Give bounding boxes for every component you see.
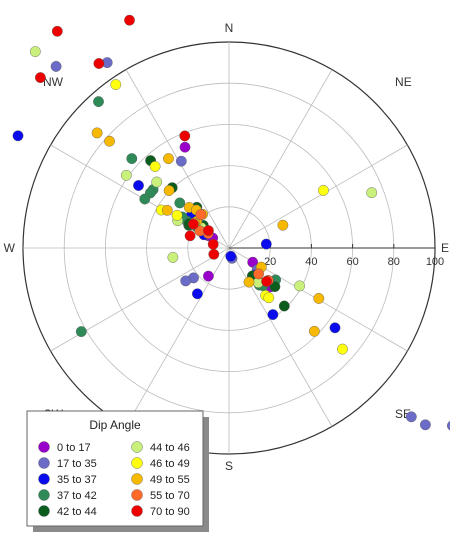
data-point <box>151 176 163 188</box>
direction-label-e: E <box>441 241 449 255</box>
data-point <box>202 270 214 282</box>
legend-box <box>26 410 204 527</box>
data-point <box>51 25 63 37</box>
data-point <box>184 230 196 242</box>
data-point <box>329 322 341 334</box>
legend-swatch <box>38 473 50 485</box>
grid-spoke <box>228 144 408 249</box>
axis-labels: 20406080100NNEESESSWWNW <box>4 21 449 473</box>
data-point <box>124 14 135 26</box>
legend-entry-label: 70 to 90 <box>150 506 190 518</box>
data-point <box>35 72 46 84</box>
legend-entry-label: 42 to 44 <box>57 506 97 518</box>
legend: Dip Angle 0 to 17 17 to 35 35 to 37 37 to 4… <box>26 410 209 532</box>
radial-tick-label: 40 <box>305 256 317 268</box>
data-point <box>179 141 191 153</box>
data-point <box>174 197 186 209</box>
data-point <box>253 268 265 280</box>
data-point <box>179 130 191 142</box>
data-point <box>161 204 173 216</box>
legend-entries: 0 to 17 17 to 35 35 to 37 37 to 42 42 to 44 4… <box>38 441 190 518</box>
data-points <box>12 14 450 431</box>
data-point <box>104 135 115 147</box>
legend-entry-label: 35 to 37 <box>57 474 97 486</box>
data-point <box>175 155 187 167</box>
direction-label-n: N <box>225 21 234 35</box>
legend-swatch <box>131 457 143 469</box>
data-point <box>12 130 24 142</box>
data-point <box>294 280 305 292</box>
data-point <box>208 248 220 260</box>
grid-spoke <box>228 247 333 427</box>
legend-entry-label: 0 to 17 <box>57 442 91 454</box>
legend-swatch <box>131 441 143 453</box>
data-point <box>202 225 214 237</box>
legend-swatch <box>131 505 143 517</box>
data-point <box>126 153 138 165</box>
radial-tick-label: 20 <box>264 256 276 268</box>
data-point <box>207 238 219 250</box>
data-point <box>149 161 161 172</box>
data-point <box>277 219 289 231</box>
data-point <box>139 193 151 205</box>
legend-entry-label: 49 to 55 <box>150 474 190 486</box>
legend-entry-label: 46 to 49 <box>150 458 190 470</box>
legend-swatch <box>38 489 50 501</box>
data-point <box>337 343 348 355</box>
direction-label-w: W <box>4 241 16 255</box>
data-point <box>263 292 275 304</box>
data-point <box>110 79 122 91</box>
data-point <box>447 420 450 431</box>
data-point <box>91 127 103 139</box>
data-point <box>243 276 255 288</box>
data-point <box>171 209 183 221</box>
legend-entry-label: 55 to 70 <box>150 490 190 502</box>
polar-grid <box>22 41 436 455</box>
data-point <box>366 187 378 199</box>
data-point <box>278 300 290 312</box>
legend-swatch <box>38 505 50 517</box>
data-point <box>195 209 207 221</box>
grid-spoke <box>50 247 230 352</box>
data-point <box>269 281 281 292</box>
radial-tick-label: 100 <box>426 256 444 268</box>
direction-label-ne: NE <box>395 75 412 89</box>
data-point <box>29 46 41 57</box>
radial-tick-label: 80 <box>388 256 400 268</box>
legend-swatch <box>38 457 50 469</box>
grid-spoke <box>228 69 333 249</box>
legend-swatch <box>131 473 143 485</box>
legend-swatch <box>131 489 143 501</box>
legend-swatch <box>38 441 50 453</box>
legend-entry-label: 44 to 46 <box>150 442 190 454</box>
data-point <box>225 250 237 262</box>
data-point <box>267 309 279 320</box>
legend-title: Dip Angle <box>89 418 141 432</box>
data-point <box>167 251 179 263</box>
radial-tick-label: 60 <box>346 256 358 268</box>
data-point <box>419 419 431 431</box>
data-point <box>75 326 87 337</box>
data-point <box>405 411 417 423</box>
data-point <box>163 185 175 196</box>
data-point <box>317 184 329 196</box>
data-point <box>261 275 272 287</box>
data-point <box>187 218 199 230</box>
data-point <box>313 292 325 304</box>
data-point <box>120 169 132 181</box>
data-point <box>93 96 104 108</box>
data-point <box>50 61 62 72</box>
direction-label-nw: NW <box>43 75 64 89</box>
data-point <box>180 275 192 287</box>
data-point <box>191 288 203 300</box>
data-point <box>260 238 272 250</box>
data-point <box>133 180 144 191</box>
data-point <box>308 325 320 337</box>
data-point <box>93 58 105 69</box>
legend-entry-label: 17 to 35 <box>57 458 97 470</box>
direction-label-s: S <box>225 459 233 473</box>
data-point <box>163 153 174 165</box>
legend-entry-label: 37 to 42 <box>57 490 97 502</box>
